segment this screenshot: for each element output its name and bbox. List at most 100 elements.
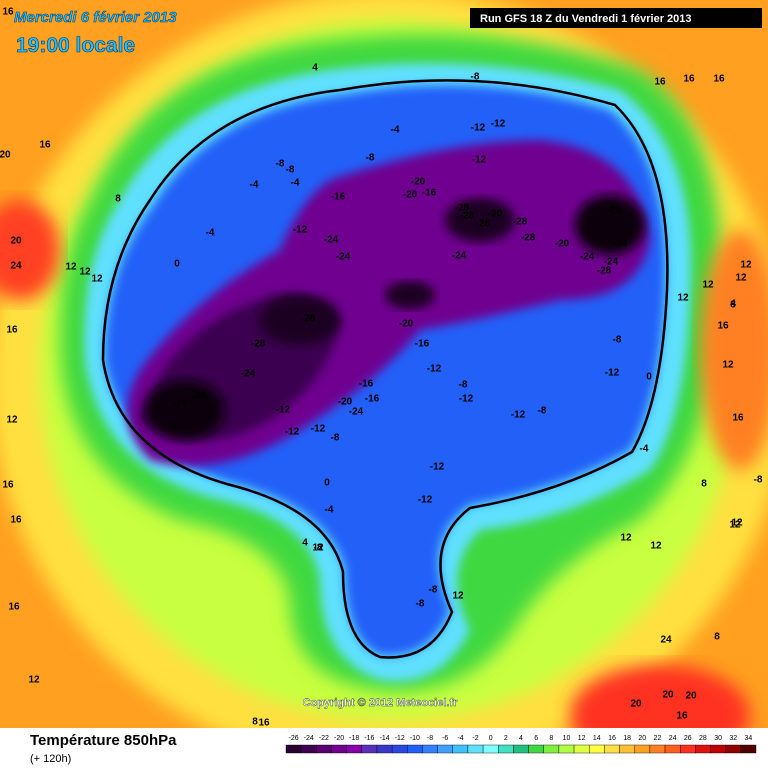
legend-swatch: [361, 744, 378, 754]
contour-label: -12: [276, 405, 291, 416]
contour-label: 24: [660, 635, 672, 646]
contour-label: -12: [511, 410, 526, 421]
contour-label: -16: [365, 394, 380, 405]
contour-label: -24: [336, 252, 351, 263]
contour-label: -28: [173, 399, 188, 410]
legend-tick-label: 16: [608, 735, 616, 742]
contour-label: 8: [730, 300, 736, 311]
contour-label: -20: [488, 209, 503, 220]
contour-label: 12: [702, 280, 714, 291]
legend-tick-label: 4: [519, 735, 523, 742]
contour-label: 16: [732, 413, 744, 424]
contour-label: -4: [206, 228, 215, 239]
contour-label: 16: [39, 140, 51, 151]
legend-swatch: [528, 744, 544, 754]
color-legend: -26 -24 -22 -20 -18 -16 -14 -12 -10 -8 -6 -4 -2 0 2 4 6 8…: [285, 735, 757, 754]
contour-label: -28: [476, 219, 491, 230]
legend-tick-label: 20: [638, 735, 646, 742]
legend-swatch: [695, 744, 711, 754]
contour-label: 12: [740, 260, 752, 271]
legend-swatch: [604, 744, 620, 754]
contour-label: 0: [646, 372, 652, 383]
contour-label: 12: [722, 360, 734, 371]
contour-label: -28: [455, 203, 470, 214]
legend-swatch: [331, 744, 347, 754]
legend-swatch: [634, 744, 651, 754]
contour-label: -28: [251, 339, 266, 350]
legend-tick-label: -20: [334, 735, 344, 742]
contour-label: -24: [349, 407, 364, 418]
contour-label: 20: [630, 699, 642, 710]
legend-swatch: [725, 744, 742, 754]
run-box: [470, 8, 762, 28]
contour-label: -12: [418, 495, 433, 506]
contour-label: -8: [754, 475, 763, 486]
contour-label: -28: [513, 217, 528, 228]
contour-label: -28: [460, 211, 475, 222]
contour-label: -8: [276, 159, 285, 170]
contour-label: -12: [491, 119, 506, 130]
run-info: Run GFS 18 Z du Vendredi 1 février 2013: [480, 13, 692, 25]
contour-label: -28: [607, 206, 622, 217]
contour-label: -12: [472, 155, 487, 166]
contour-label: -12: [311, 424, 326, 435]
contour-label: -12: [605, 368, 620, 379]
contour-label: 20: [685, 691, 697, 702]
contour-label: 20: [0, 150, 11, 161]
contour-label: 8: [252, 717, 258, 728]
contour-label: 16: [8, 602, 20, 613]
legend-tick-label: 30: [714, 735, 722, 742]
legend-swatch: [710, 744, 726, 754]
contour-label: 16: [683, 74, 695, 85]
legend-swatch: [452, 744, 469, 754]
contour-label: -24: [580, 252, 595, 263]
contour-label: 12: [677, 293, 689, 304]
legend-tick-label: 18: [623, 735, 631, 742]
contour-label: -8: [538, 406, 547, 417]
contour-label: 16: [713, 74, 725, 85]
contour-label: 16: [6, 325, 18, 336]
contour-label: -12: [471, 123, 486, 134]
contour-label: -8: [429, 585, 438, 596]
contour-label: 12: [729, 520, 741, 531]
legend-tick-label: -4: [457, 735, 463, 742]
contour-label: -8: [471, 72, 480, 83]
legend-swatch: [619, 744, 635, 754]
legend-tick-label: 24: [669, 735, 677, 742]
contour-label: -8: [314, 543, 323, 554]
contour-label: -8: [459, 380, 468, 391]
footer-title: Température 850hPa: [30, 732, 177, 749]
contour-label: -28: [192, 391, 207, 402]
contour-label: -4: [250, 180, 259, 191]
legend-swatch: [376, 744, 393, 754]
contour-label: 8: [714, 632, 720, 643]
contour-label: 12: [650, 541, 662, 552]
contour-label: 16: [717, 321, 729, 332]
contour-label: -20: [338, 397, 353, 408]
contour-label: -8: [366, 153, 375, 164]
legend-swatch: [740, 744, 757, 754]
contour-label: -28: [597, 266, 612, 277]
contour-label: -28: [173, 399, 188, 410]
contour-label: -8: [416, 599, 425, 610]
contour-label: -4: [291, 178, 300, 189]
forecast-time: 19:00 locale: [16, 34, 135, 57]
legend-tick-label: -24: [304, 735, 314, 742]
legend-swatch: [649, 744, 666, 754]
contour-label: -8: [286, 165, 295, 176]
legend-swatch: [300, 744, 317, 754]
legend-swatch: [589, 744, 605, 754]
contour-label: -12: [459, 394, 474, 405]
contour-label: -16: [415, 339, 430, 350]
contour-label: 16: [10, 515, 22, 526]
contour-label: -24: [324, 235, 339, 246]
legend-swatch: [679, 744, 696, 754]
legend-tick-label: 34: [745, 735, 753, 742]
contour-label: -24: [241, 369, 256, 380]
legend-swatch: [513, 744, 529, 754]
legend-tick-label: -22: [319, 735, 329, 742]
contour-label: 12: [735, 273, 747, 284]
legend-tick-label: -14: [379, 735, 389, 742]
contour-label: -28: [521, 233, 536, 244]
